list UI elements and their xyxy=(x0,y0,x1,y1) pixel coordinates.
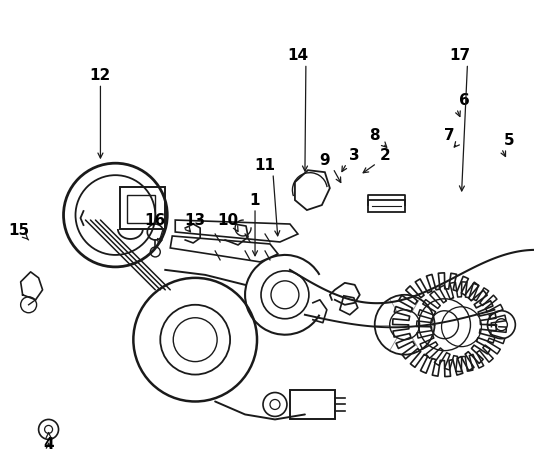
Text: 4: 4 xyxy=(43,437,54,452)
Bar xyxy=(127,195,155,223)
Text: 3: 3 xyxy=(349,148,360,163)
Bar xyxy=(290,389,335,419)
Text: 1: 1 xyxy=(250,193,261,207)
Text: 2: 2 xyxy=(379,148,390,163)
Text: 14: 14 xyxy=(287,48,309,63)
Bar xyxy=(368,200,404,212)
Text: 13: 13 xyxy=(185,213,206,227)
Polygon shape xyxy=(175,220,298,242)
Polygon shape xyxy=(170,236,278,262)
Text: 6: 6 xyxy=(459,93,470,108)
Bar xyxy=(120,187,165,229)
Text: 9: 9 xyxy=(319,153,330,168)
Text: 7: 7 xyxy=(444,128,455,143)
Polygon shape xyxy=(340,296,358,315)
Text: 5: 5 xyxy=(504,133,515,148)
Polygon shape xyxy=(295,170,330,210)
Text: 8: 8 xyxy=(369,128,380,143)
Text: 11: 11 xyxy=(255,158,276,173)
Text: 15: 15 xyxy=(8,223,29,238)
Text: 12: 12 xyxy=(90,68,111,83)
Text: 16: 16 xyxy=(144,213,166,227)
Text: 10: 10 xyxy=(218,213,239,227)
Text: 17: 17 xyxy=(449,48,470,63)
